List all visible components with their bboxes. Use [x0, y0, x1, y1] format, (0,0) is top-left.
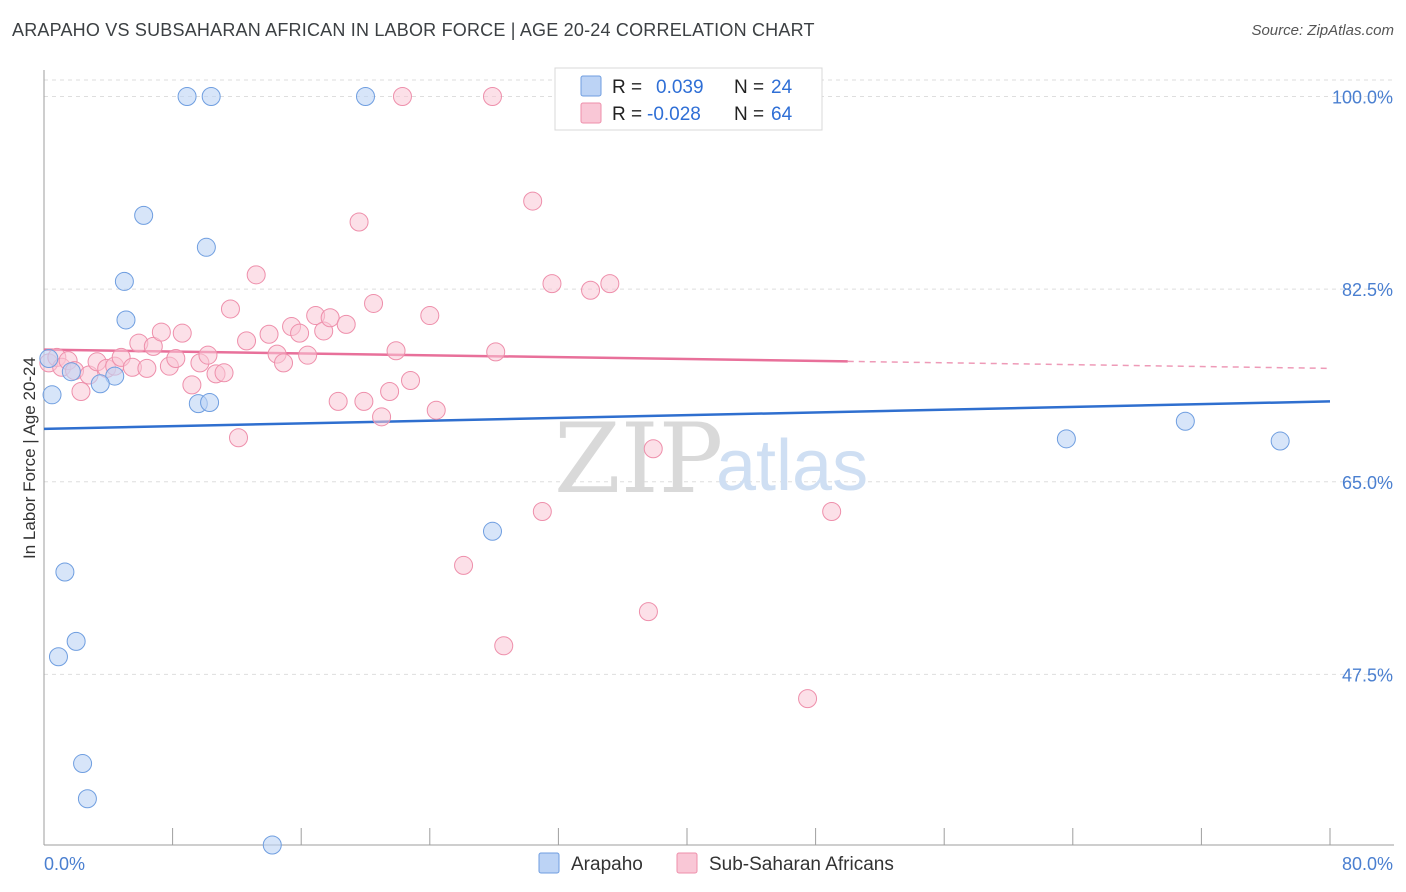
point-subsaharan — [426, 400, 446, 420]
series-legend-label-subsaharan: Sub-Saharan Africans — [709, 854, 894, 875]
point-subsaharan — [532, 501, 552, 521]
point-subsaharan — [237, 331, 257, 351]
point-subsaharan — [274, 353, 294, 373]
legend-r-label-arapaho: R = — [612, 77, 642, 98]
point-arapaho — [1270, 431, 1290, 451]
point-arapaho — [73, 754, 93, 774]
point-subsaharan — [229, 428, 249, 448]
point-subsaharan — [354, 391, 374, 411]
point-arapaho — [116, 310, 136, 330]
point-subsaharan — [482, 87, 502, 107]
series-legend-swatch-subsaharan — [676, 852, 698, 874]
y-tick-label: 47.5% — [1342, 665, 1393, 685]
point-arapaho — [262, 835, 282, 855]
point-subsaharan — [182, 375, 202, 395]
point-arapaho — [55, 562, 75, 582]
point-arapaho — [482, 521, 502, 541]
point-subsaharan — [822, 501, 842, 521]
point-subsaharan — [290, 323, 310, 343]
point-arapaho — [134, 205, 154, 225]
grid-layer: 47.5% 65.0% 82.5% 100.0% — [44, 79, 1394, 685]
point-arapaho — [42, 385, 62, 405]
point-subsaharan — [380, 382, 400, 402]
point-arapaho — [1056, 429, 1076, 449]
legend-n-label-arapaho: N = — [734, 77, 764, 98]
point-subsaharan — [151, 322, 171, 342]
axes-layer: 0.0% 80.0% In Labor Force | Age 20-24 — [20, 70, 1394, 874]
point-subsaharan — [643, 439, 663, 459]
point-arapaho — [39, 348, 59, 368]
points-layer — [39, 87, 1290, 855]
point-subsaharan — [220, 299, 240, 319]
watermark-zip: ZIP — [554, 403, 723, 515]
legend-swatch-arapaho — [580, 75, 602, 97]
legend-n-label-subsaharan: N = — [734, 104, 764, 125]
point-subsaharan — [198, 345, 218, 365]
point-subsaharan — [638, 602, 658, 622]
point-subsaharan — [364, 293, 384, 313]
trendline-arapaho — [43, 400, 1331, 431]
point-arapaho — [61, 362, 81, 382]
point-subsaharan — [298, 345, 318, 365]
point-subsaharan — [71, 382, 91, 402]
point-arapaho — [196, 237, 216, 257]
point-subsaharan — [486, 342, 506, 362]
point-subsaharan — [372, 407, 392, 427]
point-subsaharan — [523, 191, 543, 211]
point-subsaharan — [581, 280, 601, 300]
point-arapaho — [177, 87, 197, 107]
watermark-atlas: atlas — [716, 426, 868, 506]
point-arapaho — [48, 647, 68, 667]
x-tick-label-min: 0.0% — [44, 854, 85, 874]
point-subsaharan — [494, 636, 514, 656]
point-subsaharan — [542, 274, 562, 294]
point-subsaharan — [392, 87, 412, 107]
point-subsaharan — [798, 689, 818, 709]
x-tick-label-max: 80.0% — [1342, 854, 1393, 874]
chart-title: ARAPAHO VS SUBSAHARAN AFRICAN IN LABOR F… — [12, 20, 815, 40]
point-arapaho — [1175, 411, 1195, 431]
point-arapaho — [114, 271, 134, 291]
point-subsaharan — [166, 348, 186, 368]
point-subsaharan — [172, 323, 192, 343]
watermark: ZIP atlas — [554, 403, 868, 515]
point-subsaharan — [246, 265, 266, 285]
point-arapaho — [200, 393, 220, 413]
point-arapaho — [90, 374, 110, 394]
series-legend: Arapaho Sub-Saharan Africans — [538, 852, 894, 875]
point-subsaharan — [600, 274, 620, 294]
y-tick-label: 82.5% — [1342, 280, 1393, 300]
y-tick-label: 100.0% — [1332, 88, 1393, 108]
trendline-subsaharan-extension — [847, 360, 1331, 370]
point-subsaharan — [137, 358, 157, 378]
point-arapaho — [66, 631, 86, 651]
point-subsaharan — [214, 363, 234, 383]
point-subsaharan — [143, 336, 163, 356]
point-subsaharan — [349, 212, 369, 232]
point-subsaharan — [320, 308, 340, 328]
legend-r-value-subsaharan: -0.028 — [647, 104, 701, 125]
point-subsaharan — [386, 341, 406, 361]
point-subsaharan — [328, 391, 348, 411]
point-arapaho — [77, 789, 97, 809]
point-arapaho — [201, 87, 221, 107]
legend-r-value-arapaho: 0.039 — [656, 77, 704, 98]
y-tick-label: 65.0% — [1342, 473, 1393, 493]
point-subsaharan — [401, 370, 421, 390]
source-label: Source: ZipAtlas.com — [1251, 22, 1394, 39]
stats-legend: R = 0.039 N = 24 R = -0.028 N = 64 — [554, 67, 823, 131]
series-legend-swatch-arapaho — [538, 852, 560, 874]
legend-swatch-subsaharan — [580, 102, 602, 124]
legend-n-value-arapaho: 24 — [771, 77, 793, 98]
series-legend-label-arapaho: Arapaho — [571, 854, 643, 875]
legend-r-label-subsaharan: R = — [612, 104, 642, 125]
point-subsaharan — [454, 555, 474, 575]
point-subsaharan — [336, 314, 356, 334]
point-subsaharan — [259, 324, 279, 344]
y-axis-title: In Labor Force | Age 20-24 — [20, 357, 39, 559]
point-arapaho — [356, 87, 375, 107]
legend-n-value-subsaharan: 64 — [771, 104, 793, 125]
point-subsaharan — [420, 306, 440, 326]
